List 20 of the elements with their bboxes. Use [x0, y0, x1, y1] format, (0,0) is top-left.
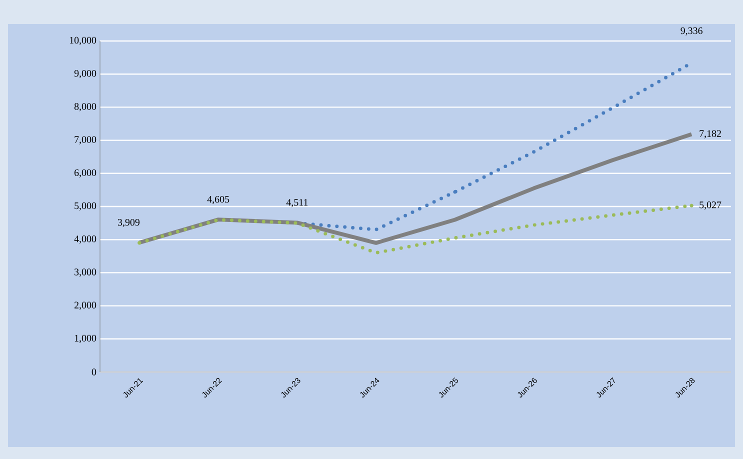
data-label: 9,336	[680, 27, 702, 36]
y-tick-label: 10,000	[70, 36, 96, 46]
point	[138, 241, 142, 245]
y-tick-label: 8,000	[74, 103, 96, 112]
data-label: 4,605	[207, 196, 230, 204]
data-label: 3,909	[118, 218, 140, 228]
y-tick-label: 1,000	[74, 334, 96, 343]
y-tick-label: 6,000	[74, 169, 96, 178]
y-tick-label: 0	[92, 368, 96, 376]
data-label: 5,027	[700, 202, 722, 210]
point	[690, 204, 694, 208]
y-tick-label: 5,000	[74, 202, 96, 211]
y-tick-label: 7,000	[74, 136, 96, 144]
y-tick-label: 3,000	[74, 268, 96, 277]
data-label: 7,182	[700, 130, 721, 138]
data-label: 4,511	[286, 199, 308, 208]
y-tick-label: 2,000	[74, 302, 96, 310]
point	[453, 190, 457, 194]
y-tick-label: 4,000	[74, 236, 96, 244]
y-tick-label: 9,000	[74, 70, 96, 78]
